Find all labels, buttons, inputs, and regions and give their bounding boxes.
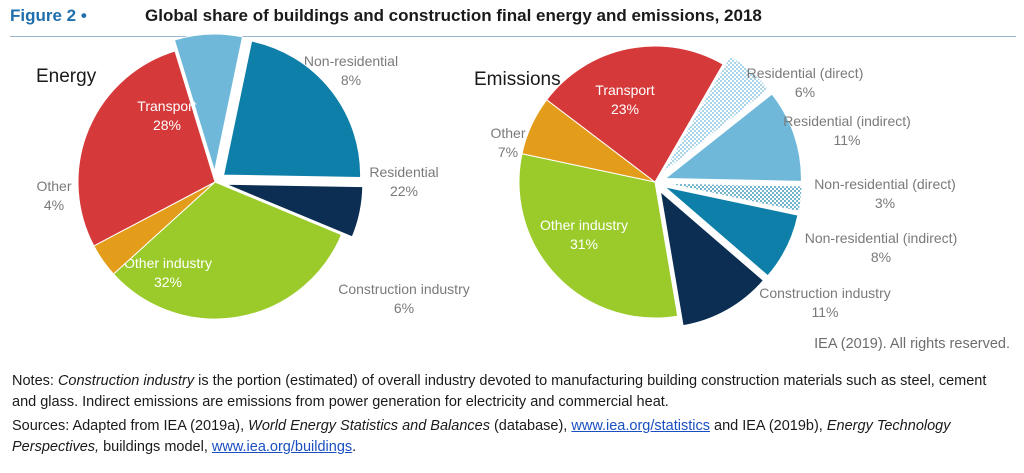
sources-db-title: World Energy Statistics and Balances xyxy=(248,418,490,434)
emissions-pie-title: Emissions xyxy=(474,69,561,90)
notes-prefix: Notes: xyxy=(12,373,58,389)
figure-label: Figure 2 • xyxy=(10,6,87,25)
energy-slice-construction-industry xyxy=(225,183,364,238)
emissions-pie: Emissions Residential (direct) 6% Residenti… xyxy=(474,45,958,327)
emissions-slice-transport xyxy=(545,45,724,183)
emissions-label-transport: Transport 23% xyxy=(595,82,655,117)
sources-mid: and IEA (2019b), xyxy=(709,418,827,434)
emissions-label-other: Other 7% xyxy=(490,125,525,160)
energy-label-other-industry: Other industry 32% xyxy=(124,255,212,290)
emissions-label-construction-industry: Construction industry 11% xyxy=(759,285,891,320)
sources-tail: buildings model, xyxy=(99,439,212,455)
notes-term: Construction industry xyxy=(57,373,195,389)
energy-pie-title: Energy xyxy=(36,66,97,87)
header-rule xyxy=(10,36,1016,37)
emissions-label-residential-indirect: Residential (indirect) 11% xyxy=(783,113,911,148)
energy-label-transport: Transport 28% xyxy=(137,98,197,133)
sources-etp-title: Energy Technology Perspectives, xyxy=(12,418,951,455)
figure-title: Global share of buildings and constructi… xyxy=(145,6,762,25)
energy-slice-non-residential xyxy=(173,33,244,172)
energy-slice-transport xyxy=(77,50,216,247)
buildings-link[interactable]: www.iea.org/buildings xyxy=(211,439,353,455)
notes-text: is the portion (estimated) of overall in… xyxy=(12,373,987,410)
energy-label-residential: Residential 22% xyxy=(369,164,438,199)
emissions-slice-other-industry xyxy=(518,153,679,319)
emissions-label-non-residential-direct: Non-residential (direct) 3% xyxy=(814,176,956,211)
energy-label-non-residential: Non-residential 8% xyxy=(304,53,398,88)
credit-text: IEA (2019). All rights reserved. xyxy=(814,336,1010,352)
notes-block: Notes: Construction industry is the port… xyxy=(12,371,1014,461)
energy-label-other: Other 4% xyxy=(36,178,71,213)
sources-prefix: Sources: Adapted from IEA (2019a), xyxy=(12,418,249,434)
emissions-label-non-residential-indirect: Non-residential (indirect) 8% xyxy=(805,230,958,265)
emissions-slice-non-residential-direct xyxy=(665,182,803,213)
emissions-slice-non-residential-indirect xyxy=(664,186,799,277)
notes-paragraph: Notes: Construction industry is the port… xyxy=(12,371,1014,413)
energy-slice-other-industry xyxy=(112,181,343,320)
energy-pie: Energy Non-residential 8% Residential 22% Con… xyxy=(36,33,470,320)
emissions-slice-residential-direct xyxy=(661,55,770,175)
emissions-slice-residential-indirect xyxy=(664,93,802,182)
emissions-label-residential-direct: Residential (direct) 6% xyxy=(747,65,864,100)
figure-header: Figure 2 • Global share of buildings and… xyxy=(10,6,1016,36)
sources-paragraph: Sources: Adapted from IEA (2019a), World… xyxy=(12,416,1014,458)
emissions-slice-construction-industry xyxy=(659,190,765,327)
statistics-link[interactable]: www.iea.org/statistics xyxy=(571,418,710,434)
sources-end: . xyxy=(352,439,357,455)
emissions-label-other-industry: Other industry 31% xyxy=(540,217,628,252)
pie-charts: Energy Non-residential 8% Residential 22% Con… xyxy=(36,33,958,327)
energy-slice-residential xyxy=(222,40,362,179)
energy-label-construction-industry: Construction industry 6% xyxy=(338,281,470,316)
sources-db-suffix: (database), xyxy=(489,418,572,434)
